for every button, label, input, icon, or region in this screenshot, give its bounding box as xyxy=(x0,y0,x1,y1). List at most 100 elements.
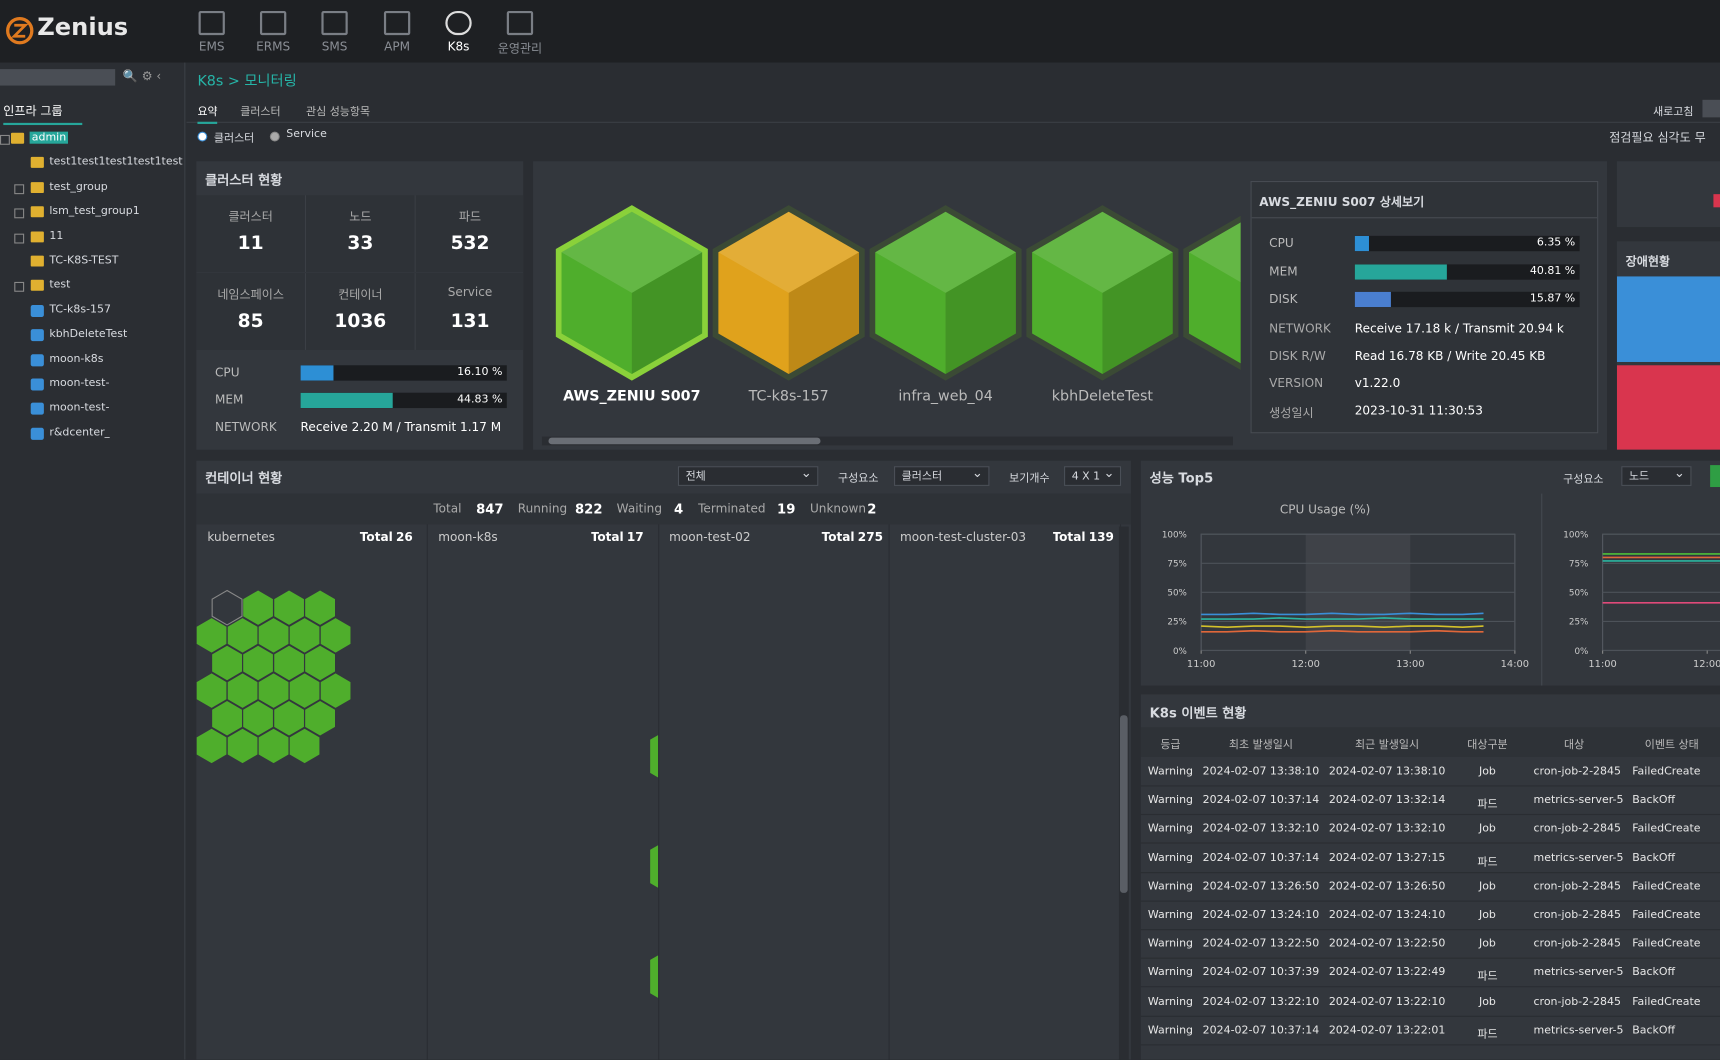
cell: 2024-02-07 13:24:10 xyxy=(1328,909,1446,922)
tree-item[interactable]: moon-test- xyxy=(49,401,110,414)
tree-item[interactable]: kbhDeleteTest xyxy=(49,328,128,341)
cluster-hex[interactable] xyxy=(1183,205,1241,381)
nav-label[interactable]: ERMS xyxy=(256,39,291,54)
tree-item[interactable]: test_group xyxy=(49,180,108,193)
cluster-name: TC-k8s-157 xyxy=(748,388,829,404)
tree-item[interactable]: 11 xyxy=(49,229,64,242)
nav-icon[interactable] xyxy=(445,10,472,36)
sidebar-tab[interactable]: 인프라 그룹 xyxy=(3,102,83,126)
tree-item[interactable]: r&dcenter_ xyxy=(49,426,111,439)
tree-item[interactable]: test xyxy=(49,279,71,292)
x-tick-label: 14:00 xyxy=(1501,659,1529,670)
fault-panel: 장애현황 xyxy=(1616,241,1720,450)
cell: metrics-server-5c xyxy=(1533,851,1624,864)
pod-hex xyxy=(243,701,273,736)
cluster-hex[interactable] xyxy=(712,205,865,381)
tree-item[interactable]: admin xyxy=(29,131,69,144)
apply-button[interactable] xyxy=(1710,465,1720,488)
group-total: 275 xyxy=(857,529,884,545)
tree-item[interactable]: lsm_test_group1 xyxy=(49,205,140,218)
tree-item[interactable]: moon-k8s xyxy=(49,352,104,365)
row-line xyxy=(1140,785,1720,787)
nav-icon[interactable] xyxy=(259,10,287,36)
refresh-select[interactable] xyxy=(1702,99,1720,118)
nav-label[interactable]: SMS xyxy=(321,39,348,54)
pod-hex xyxy=(243,590,273,625)
hex-shade xyxy=(945,252,1016,375)
detail-value: v1.22.0 xyxy=(1354,376,1401,391)
metric-track: 15.87 % xyxy=(1354,291,1580,308)
x-tick-label: 11:00 xyxy=(1588,659,1616,670)
pod-hex xyxy=(227,673,258,708)
nav-label[interactable]: 운영관리 xyxy=(497,41,543,56)
component-select[interactable]: 클러스터 xyxy=(894,463,990,486)
breadcrumb: K8s > 모니터링 xyxy=(197,73,297,90)
tree-item[interactable]: moon-test- xyxy=(49,377,110,390)
nav-icon[interactable] xyxy=(506,10,534,36)
nav-icon[interactable] xyxy=(383,10,411,36)
metric-track: 44.83 % xyxy=(300,392,507,409)
folder-icon xyxy=(30,206,44,218)
radio[interactable] xyxy=(197,131,208,142)
cell: 파드 xyxy=(1477,1028,1498,1041)
cell: 2024-02-07 13:22:50 xyxy=(1328,938,1446,951)
cluster-hex[interactable] xyxy=(1026,205,1179,381)
logo-icon xyxy=(6,17,34,45)
cell: 2024-02-07 13:27:15 xyxy=(1328,851,1446,864)
nav-icon[interactable] xyxy=(321,10,348,36)
search-input[interactable] xyxy=(0,69,116,86)
group-total-label: Total xyxy=(590,529,624,545)
cell: Job xyxy=(1478,995,1496,1008)
filter-select[interactable]: 전체 xyxy=(677,463,819,486)
tree-item[interactable]: TC-k8s-157 xyxy=(49,303,111,316)
expander xyxy=(14,184,25,194)
tab[interactable]: 관심 성능항목 xyxy=(306,106,371,119)
y-tick-label: 0% xyxy=(1574,647,1588,657)
group-column: moon-k8s Total 17 xyxy=(427,524,659,1060)
tree-item[interactable]: test1test1test1test1test1te xyxy=(49,156,183,169)
nav-label[interactable]: APM xyxy=(384,39,411,54)
view-select[interactable]: 4 X 1 xyxy=(1064,463,1122,486)
pod-hex xyxy=(196,728,227,764)
tab[interactable]: 요약 xyxy=(197,102,218,124)
scrollbar[interactable] xyxy=(1118,526,1129,1060)
y-tick-label: 0% xyxy=(1173,647,1187,657)
tab[interactable]: 클러스터 xyxy=(240,106,281,119)
pod-hex xyxy=(243,645,273,681)
nav-label[interactable]: EMS xyxy=(198,39,225,54)
component-label: 구성요소 xyxy=(838,472,879,485)
cluster-hex[interactable] xyxy=(869,205,1022,381)
folder-icon xyxy=(30,181,44,193)
nav-icon[interactable] xyxy=(198,10,225,36)
scrollbar[interactable] xyxy=(541,436,1233,446)
group-column: moon-test-cluster-03 Total 139 xyxy=(889,524,1121,1060)
group-total: 17 xyxy=(626,529,644,545)
cube-icon xyxy=(30,353,44,366)
nav-label[interactable]: K8s xyxy=(447,39,470,54)
cluster-hex[interactable] xyxy=(555,205,708,381)
cell: FailedCreate xyxy=(1632,909,1701,922)
summary-label: Running xyxy=(517,501,568,516)
stat-value: 33 xyxy=(347,232,374,255)
stat-label: 파드 xyxy=(458,209,482,224)
cell: 2024-02-07 10:37:14 xyxy=(1202,851,1320,864)
metric-bar xyxy=(300,365,334,381)
radio[interactable] xyxy=(269,131,280,142)
pod-hex xyxy=(305,590,336,625)
tree-item[interactable]: TC-K8S-TEST xyxy=(49,254,119,267)
metric-bar xyxy=(300,392,393,409)
stat-value: 1036 xyxy=(334,310,387,333)
row-line xyxy=(1140,900,1720,902)
stat-label: 네임스페이스 xyxy=(217,287,284,302)
stat-cell: 노드 33 xyxy=(306,195,416,273)
cell: cron-job-2-2845 xyxy=(1533,765,1621,778)
series-line xyxy=(1201,625,1484,629)
pod-hex xyxy=(649,845,658,888)
cell: FailedCreate xyxy=(1632,938,1701,951)
expander xyxy=(14,208,25,219)
column-header: 이벤트 상태 xyxy=(1644,739,1699,752)
component-select[interactable]: 노드 xyxy=(1621,463,1692,486)
perf-panel: 성능 Top5 구성요소 노드 xyxy=(1140,460,1720,686)
search-icons[interactable]: 🔍 ⚙ ‹ xyxy=(122,69,162,84)
pod-hex xyxy=(274,590,304,625)
